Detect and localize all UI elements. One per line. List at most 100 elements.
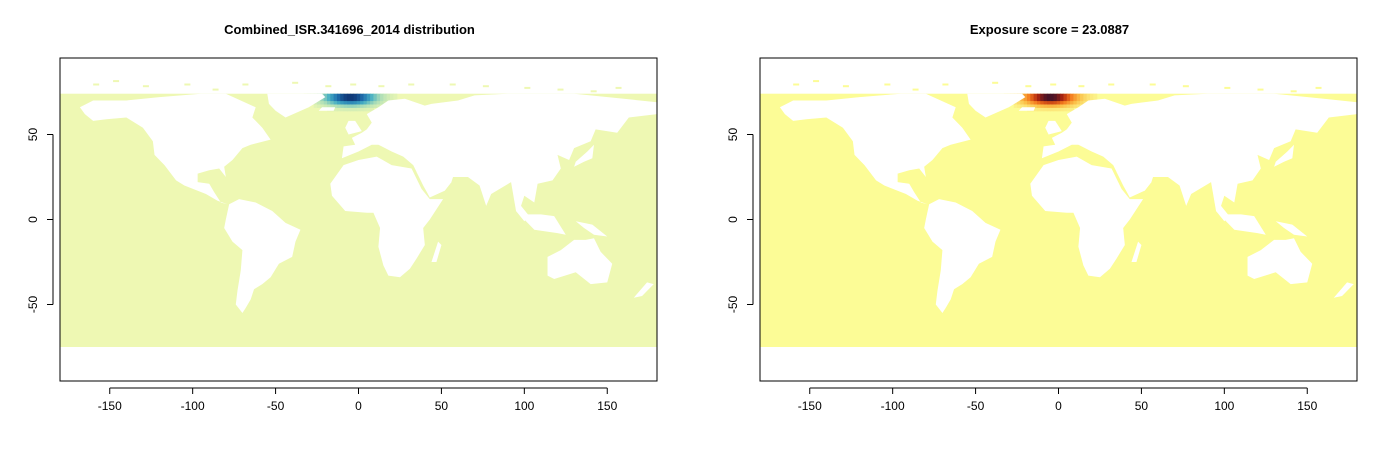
hotspot-cell xyxy=(1083,93,1088,98)
hotspot-cell xyxy=(1076,93,1081,98)
land-new-zealand xyxy=(1333,282,1354,298)
hotspot-cell xyxy=(313,103,318,108)
hotspot-cell xyxy=(1046,100,1051,105)
hotspot-cell xyxy=(1076,97,1081,102)
speckle-cell xyxy=(1050,83,1057,86)
land-british-isles xyxy=(1045,120,1062,135)
hotspot-cell xyxy=(1040,107,1045,112)
hotspot-cell xyxy=(1080,97,1084,102)
hotspot-cell xyxy=(1043,93,1048,98)
hotspot-cell xyxy=(383,93,388,98)
hotspot-cell xyxy=(370,93,375,98)
arctic-speckles xyxy=(793,80,1322,93)
hotspot-cell xyxy=(1017,100,1021,105)
speckle-cell xyxy=(242,83,249,86)
exposure-map-plot: -150 -100 -50 0 50 100 150 50 0 -50 xyxy=(726,57,1358,413)
exposure-panel: Exposure score = 23.0887 -150 -100 -50 0 50 1… xyxy=(700,0,1399,455)
hotspot-cell xyxy=(1053,93,1058,98)
hotspot-cell xyxy=(1090,97,1094,102)
land-australia xyxy=(547,238,613,285)
x-tick-label: 150 xyxy=(597,399,617,413)
y-tick-label: 50 xyxy=(26,128,40,142)
hotspot-cell xyxy=(330,100,335,105)
hotspot-cell xyxy=(333,97,338,102)
hotspot-cell xyxy=(363,93,368,98)
hotspot-cell xyxy=(1036,93,1041,98)
hotspot-cell xyxy=(1043,97,1048,102)
hotspot-cell xyxy=(1093,93,1098,98)
x-tick-label: -50 xyxy=(967,399,985,413)
hotspot-cell xyxy=(366,97,371,102)
hotspot-cell xyxy=(1063,93,1068,98)
hotspot-cell xyxy=(1073,100,1078,105)
speckle-cell xyxy=(524,86,531,89)
land-new-guinea xyxy=(575,221,608,237)
hotspot-cell xyxy=(366,93,371,98)
hotspot-cell xyxy=(376,97,381,102)
hotspot-cell xyxy=(1030,93,1035,98)
hotspot-cell xyxy=(1060,100,1065,105)
hotspot-cell xyxy=(360,93,365,98)
hotspot-cell xyxy=(1086,97,1091,102)
land-new-guinea xyxy=(1275,221,1308,237)
hotspot-cell xyxy=(1030,97,1035,102)
y-tick-label: 0 xyxy=(726,216,740,223)
hotspot-cell xyxy=(1060,93,1065,98)
hotspot-cell xyxy=(1066,103,1071,108)
hotspot-cell xyxy=(360,107,365,112)
hotspot-cell xyxy=(323,97,328,102)
hotspot-cell xyxy=(1086,93,1091,98)
hotspot-cell xyxy=(346,100,351,105)
land-japan xyxy=(1274,144,1294,167)
land-madagascar xyxy=(431,241,442,262)
hotspot-cell xyxy=(1050,97,1055,102)
hotspot-cell xyxy=(1043,107,1048,112)
hotspot-cell xyxy=(1026,103,1031,108)
hotspot-cell xyxy=(1026,97,1031,102)
speckle-cell xyxy=(1108,83,1115,86)
arctic-speckles xyxy=(93,80,622,93)
hotspot-cell xyxy=(1033,97,1038,102)
hotspot-cell xyxy=(1063,103,1068,108)
hotspot-cell xyxy=(340,97,345,102)
hotspot-cell xyxy=(333,100,338,105)
hotspot-cell xyxy=(370,100,375,105)
hotspot-cell xyxy=(326,100,331,105)
speckle-cell xyxy=(93,83,100,86)
hotspot-cell xyxy=(366,100,371,105)
hotspot-cell xyxy=(350,107,355,112)
hotspot-cell xyxy=(370,97,375,102)
hotspot-cell xyxy=(376,100,381,105)
hotspot-cell xyxy=(356,103,361,108)
speckle-cell xyxy=(378,85,385,88)
hotspot-cell xyxy=(1046,97,1051,102)
hotspot-cell xyxy=(1060,97,1065,102)
hotspot-cell xyxy=(336,107,341,112)
hotspot-cell xyxy=(1070,103,1075,108)
speckle-cell xyxy=(1025,85,1032,88)
hotspot-cell xyxy=(1020,100,1025,105)
hotspot-cell xyxy=(370,103,375,108)
hotspot-cell xyxy=(330,93,335,98)
hotspot-cell xyxy=(1076,100,1081,105)
speckle-cell xyxy=(449,83,456,86)
speckle-cell xyxy=(912,88,919,91)
speckle-cell xyxy=(842,85,849,88)
hotspot-cell xyxy=(1050,93,1055,98)
hotspot-cell xyxy=(1053,107,1058,112)
plot-frame xyxy=(759,57,1358,382)
land-arabia-patch xyxy=(1116,171,1152,198)
speckle-cell xyxy=(113,80,120,83)
x-tick-label: 0 xyxy=(355,399,362,413)
speckle-cell xyxy=(350,83,357,86)
chart-title: Combined_ISR.341696_2014 distribution xyxy=(224,22,475,37)
hotspot-cell xyxy=(376,103,381,108)
hotspot-cell xyxy=(390,93,394,98)
speckle-cell xyxy=(1224,86,1231,89)
x-tick-label: 0 xyxy=(1055,399,1062,413)
speckle-cell xyxy=(557,88,564,91)
hotspot-cell xyxy=(360,97,365,102)
hotspot-cell xyxy=(1030,103,1035,108)
hotspot-cell xyxy=(356,97,361,102)
hotspot-cell xyxy=(1033,103,1038,108)
